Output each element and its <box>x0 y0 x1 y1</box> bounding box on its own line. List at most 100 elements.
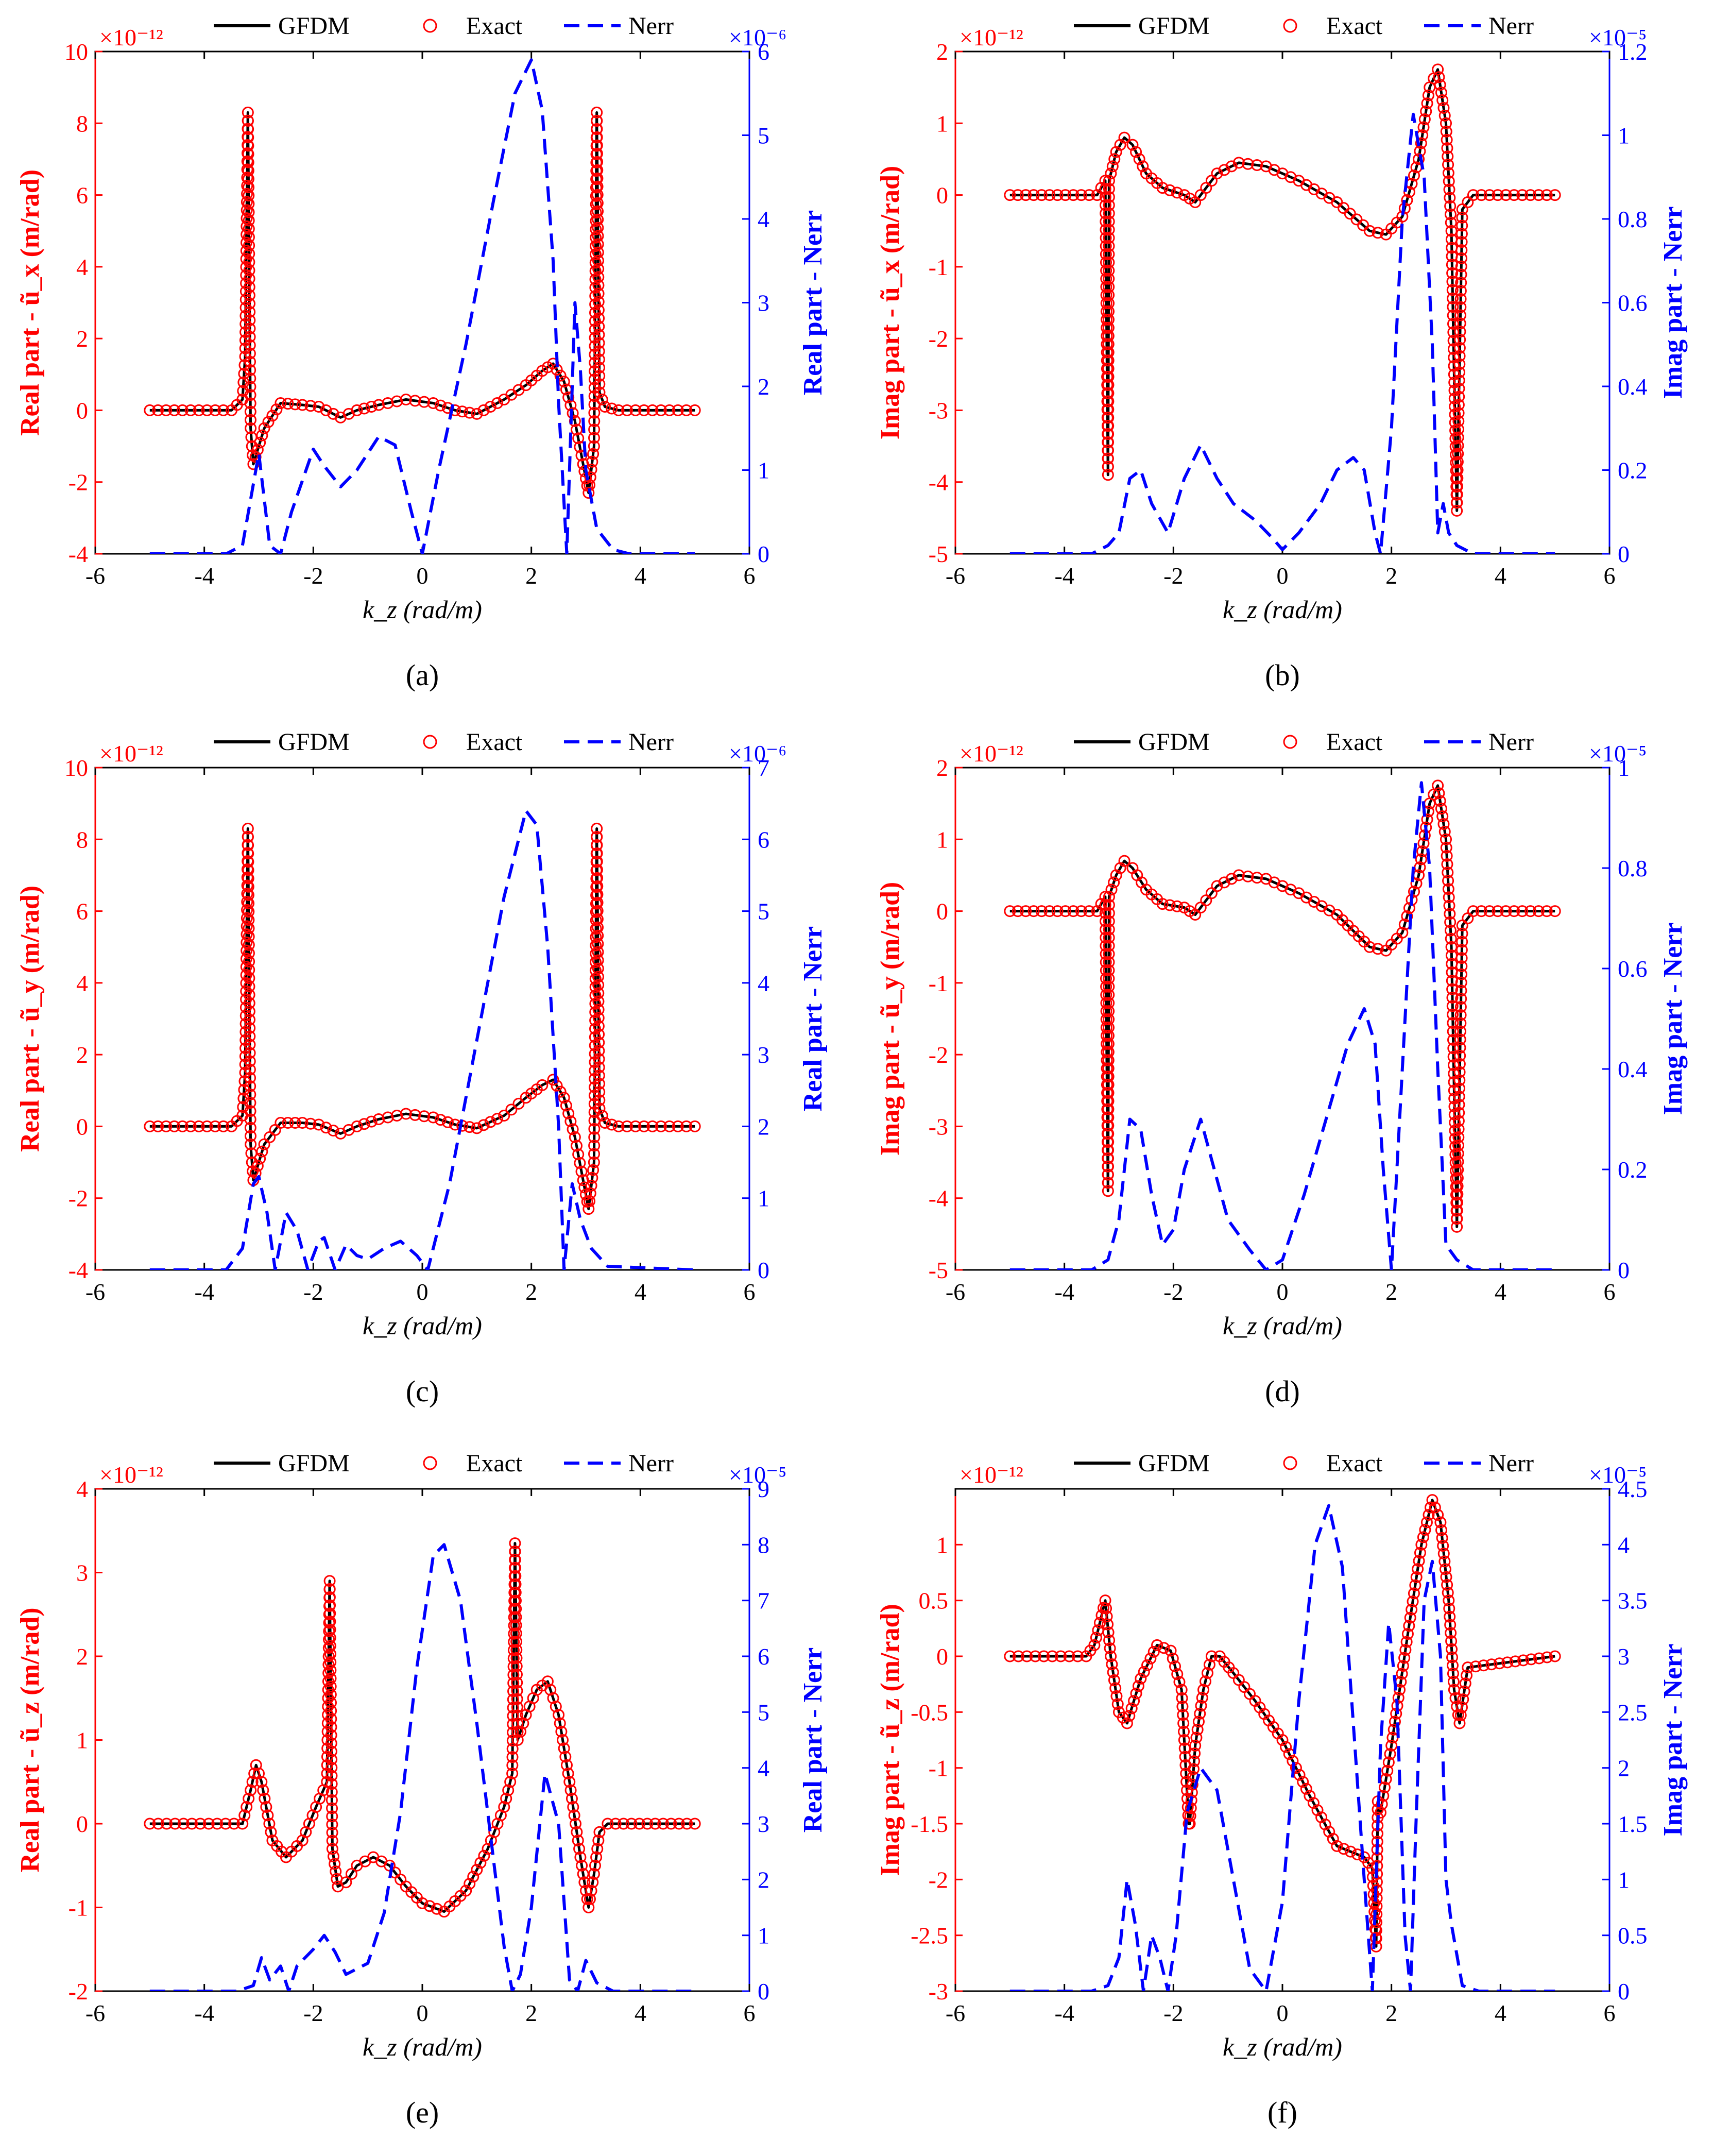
exact-marker <box>400 1108 412 1120</box>
exact-marker <box>1458 1685 1470 1697</box>
exact-marker <box>506 1751 519 1763</box>
exact-marker <box>477 404 490 416</box>
right-tick-label: 0.8 <box>1618 855 1648 881</box>
exact-marker <box>327 1850 339 1862</box>
exact-marker <box>1102 436 1115 448</box>
exact-marker <box>1453 1074 1466 1087</box>
exact-marker <box>1423 1509 1435 1521</box>
exact-marker <box>324 1648 337 1660</box>
exact-marker <box>1461 1669 1473 1682</box>
exact-marker <box>382 1111 394 1124</box>
gfdm-series-line <box>149 827 695 1211</box>
exact-marker <box>250 1759 262 1771</box>
exact-marker <box>326 1818 338 1830</box>
exact-marker <box>1194 1707 1206 1720</box>
exact-marker <box>1158 1642 1170 1654</box>
exact-marker <box>1004 189 1016 201</box>
exact-marker <box>1035 189 1048 201</box>
exact-marker <box>245 422 257 434</box>
exact-marker <box>1452 439 1464 452</box>
exact-marker <box>242 106 254 118</box>
exact-marker <box>596 1110 608 1122</box>
exact-marker <box>1467 189 1479 201</box>
exact-marker <box>592 979 605 991</box>
exact-marker <box>326 1835 338 1847</box>
exact-marker <box>1225 873 1238 885</box>
exact-marker <box>1432 63 1444 76</box>
exact-marker <box>323 1575 336 1587</box>
plot-area <box>1004 1494 1561 1991</box>
legend-exact-label: Exact <box>1326 12 1383 40</box>
exact-marker <box>591 164 604 176</box>
exact-marker <box>591 888 604 901</box>
nerr-series-line <box>1009 112 1555 554</box>
exact-marker <box>244 347 256 360</box>
exact-marker <box>587 1876 599 1889</box>
panel-f: -6 -4 -2 0 2 4 6 -3 -2.5 -2 -1.5 -1 -0.5 0 0.5 1 0 0.5 1 1.… <box>876 1450 1688 2129</box>
right-tick-label: 2 <box>758 374 769 400</box>
exact-marker <box>593 345 605 358</box>
exact-marker <box>1451 472 1464 484</box>
exact-marker <box>1540 189 1553 201</box>
exact-marker <box>1455 960 1468 972</box>
exact-marker <box>1454 309 1467 321</box>
exact-marker <box>1457 1693 1469 1706</box>
exact-marker <box>1167 1652 1179 1665</box>
exact-marker <box>509 1546 521 1558</box>
exact-marker <box>591 880 604 892</box>
exact-marker <box>1378 1781 1391 1794</box>
right-tick-label: 3.5 <box>1618 1588 1648 1614</box>
exact-marker <box>324 1640 336 1652</box>
exact-marker <box>592 1835 605 1846</box>
exact-marker <box>260 1801 272 1813</box>
legend-exact-swatch <box>423 735 437 749</box>
exact-marker <box>324 1664 337 1676</box>
exact-marker <box>1055 1650 1067 1662</box>
exact-marker <box>464 1121 476 1133</box>
x-tick-label: -6 <box>85 563 105 589</box>
exact-marker <box>554 1717 566 1729</box>
exact-marker <box>1102 387 1115 399</box>
exact-marker <box>638 1120 650 1132</box>
exact-marker <box>1232 157 1245 169</box>
exact-marker <box>1103 297 1115 310</box>
exact-marker <box>256 429 268 442</box>
exact-marker <box>242 173 254 185</box>
exact-marker <box>1408 1587 1420 1600</box>
exact-marker <box>243 964 255 976</box>
exact-marker <box>592 279 605 292</box>
exact-marker <box>351 404 363 416</box>
exact-marker <box>574 1157 586 1169</box>
exact-marker <box>1434 1516 1447 1529</box>
exact-marker <box>241 155 253 167</box>
exact-marker <box>1451 1220 1463 1233</box>
left-tick-label: -2 <box>929 1866 948 1893</box>
exact-marker <box>1453 1090 1465 1102</box>
exact-marker <box>322 1667 335 1679</box>
exact-marker <box>511 1709 524 1722</box>
exact-marker <box>1453 358 1466 370</box>
exact-marker <box>1451 1188 1464 1200</box>
exact-marker <box>591 131 603 143</box>
exact-marker <box>241 953 253 965</box>
exact-marker <box>576 1859 588 1872</box>
exact-marker <box>243 947 255 959</box>
exact-marker <box>251 1160 264 1172</box>
exact-marker <box>471 408 483 420</box>
exact-marker <box>575 449 588 462</box>
exact-marker <box>1410 1571 1423 1583</box>
exact-marker <box>517 1717 529 1729</box>
exact-marker <box>254 1152 266 1165</box>
exact-marker <box>243 239 255 251</box>
exact-marker <box>1004 1650 1016 1662</box>
exact-marker <box>588 1123 601 1135</box>
exact-marker <box>1446 276 1459 288</box>
exact-marker <box>242 164 254 177</box>
exact-marker <box>478 1849 490 1862</box>
exact-marker <box>194 1818 207 1830</box>
left-tick-label: -1 <box>929 970 948 996</box>
panel-label: (a) <box>406 658 439 692</box>
exact-marker <box>242 856 254 868</box>
exact-marker <box>589 997 602 1010</box>
exact-marker <box>593 312 605 325</box>
